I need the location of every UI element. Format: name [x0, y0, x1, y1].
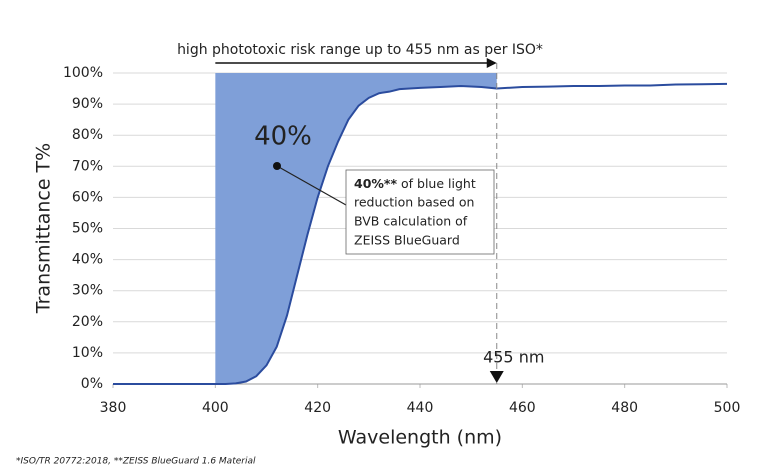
y-tick-label: 20%: [72, 314, 103, 330]
x-tick-label: 400: [202, 400, 229, 416]
y-tick-label: 40%: [72, 252, 103, 268]
y-tick-label: 70%: [72, 158, 103, 174]
y-tick-label: 30%: [72, 283, 103, 299]
x-tick-label: 460: [509, 400, 536, 416]
shaded-area: [215, 73, 497, 384]
x-tick-label: 420: [304, 400, 331, 416]
y-tick-label: 0%: [81, 376, 103, 392]
y-tick-label: 50%: [72, 221, 103, 237]
transmittance-line: [113, 82, 728, 385]
y-tick-label: 10%: [72, 345, 103, 361]
x-tick-label: 500: [714, 400, 741, 416]
big-label: 40%: [254, 122, 312, 152]
callout-dot: [273, 162, 281, 170]
y-tick-label: 100%: [63, 65, 103, 81]
marker-triangle: [489, 371, 504, 383]
y-axis-label: Transmittance T%: [33, 143, 55, 314]
x-tick-label: 480: [611, 400, 638, 416]
range-arrowhead: [486, 58, 497, 68]
box-bold: 40%**: [354, 176, 397, 191]
y-tick-label: 60%: [72, 189, 103, 205]
y-tick-label: 90%: [72, 96, 103, 112]
footnote: *ISO/TR 20772:2018, **ZEISS BlueGuard 1.…: [16, 457, 256, 467]
x-axis-label: Wavelength (nm): [338, 427, 502, 449]
box-line: ZEISS BlueGuard: [354, 233, 460, 248]
box-text: of blue light: [401, 176, 476, 191]
box-line: 40%** of blue light: [354, 176, 476, 191]
x-tick-label: 380: [100, 400, 127, 416]
x-tick-label: 440: [407, 400, 434, 416]
range-annotation: high phototoxic risk range up to 455 nm …: [177, 42, 543, 58]
box-line: BVB calculation of: [354, 214, 468, 229]
y-tick-label: 80%: [72, 127, 103, 143]
box-line: reduction based on: [354, 195, 474, 210]
callout-box: [345, 169, 495, 255]
marker-label: 455 nm: [483, 348, 544, 367]
callout-line: [276, 165, 347, 206]
